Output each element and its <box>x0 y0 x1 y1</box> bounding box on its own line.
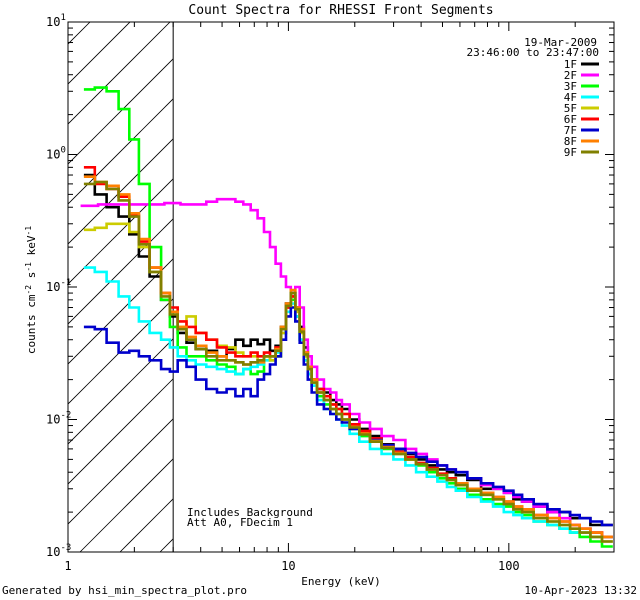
series-7F <box>83 306 613 527</box>
hatch-line <box>68 378 174 485</box>
legend-label-3F: 3F <box>564 80 577 93</box>
x-tick-label: 10 <box>281 559 295 573</box>
y-axis-label-part-2: s <box>25 272 38 285</box>
legend-label-7F: 7F <box>564 124 577 137</box>
series-2F <box>80 197 613 539</box>
y-tick-mantissa: 10 <box>46 545 60 559</box>
x-tick-label: 100 <box>498 559 520 573</box>
svg-text:counts cm-2 s-1 keV-1: counts cm-2 s-1 keV-1 <box>24 226 38 354</box>
y-axis-label: counts cm-2 s-1 keV-1 <box>24 226 38 354</box>
legend-label-9F: 9F <box>564 146 577 159</box>
y-tick-label: 10-1 <box>46 278 71 294</box>
info-date: 19-Mar-2009 <box>524 36 597 49</box>
hatch-line <box>68 22 171 125</box>
y-tick-mantissa: 10 <box>46 15 60 29</box>
info-time-range: 23:46:00 to 23:47:00 <box>467 46 599 59</box>
legend-label-6F: 6F <box>564 113 577 126</box>
y-tick-mantissa: 10 <box>46 148 60 162</box>
legend-label-5F: 5F <box>564 102 577 115</box>
y-tick-exponent: -2 <box>60 411 71 421</box>
legend-label-2F: 2F <box>564 69 577 82</box>
y-tick-label: 100 <box>46 146 66 162</box>
series-layer <box>80 86 613 548</box>
series-9F <box>83 180 613 543</box>
y-axis-label-exp-2: -1 <box>24 262 33 272</box>
y-axis-label-part-1: counts cm <box>25 294 38 354</box>
y-tick-mantissa: 10 <box>46 413 60 427</box>
footer-date: 10-Apr-2023 13:32 <box>524 584 637 597</box>
annotation-attenuator: Att A0, FDecim 1 <box>187 516 293 529</box>
annotation-background: Includes Background <box>187 506 313 519</box>
y-tick-exponent: 1 <box>60 13 65 23</box>
chart-title: Count Spectra for RHESSI Front Segments <box>188 3 493 18</box>
y-tick-exponent: -1 <box>60 278 71 288</box>
hatch-line <box>68 418 174 525</box>
y-axis-label-exp-3: -1 <box>24 226 33 236</box>
legend-label-8F: 8F <box>564 135 577 148</box>
y-tick-exponent: 0 <box>60 146 65 156</box>
x-axis-label: Energy (keV) <box>301 575 380 588</box>
hatch-line <box>68 22 131 85</box>
x-tick-label: 1 <box>64 559 71 573</box>
y-tick-label: 10-2 <box>46 411 71 427</box>
y-tick-mantissa: 10 <box>46 280 60 294</box>
y-tick-exponent: -3 <box>60 543 71 553</box>
legend-label-4F: 4F <box>564 91 577 104</box>
footer-generated: Generated by hsi_min_spectra_plot.pro <box>2 584 247 597</box>
y-axis-label-part-3: keV <box>25 235 38 262</box>
hatch-line <box>68 178 174 285</box>
y-tick-label: 10-3 <box>46 543 71 559</box>
legend-label-1F: 1F <box>564 58 577 71</box>
y-tick-label: 101 <box>46 13 66 29</box>
y-axis-label-exp-1: -2 <box>24 285 33 295</box>
